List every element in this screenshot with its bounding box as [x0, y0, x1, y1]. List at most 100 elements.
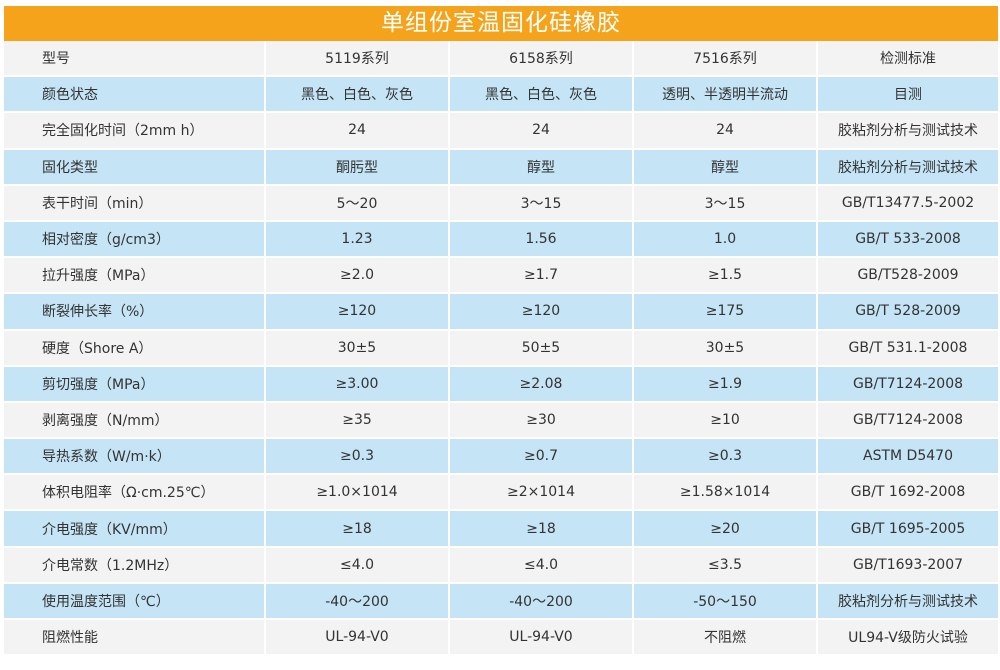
row-label: 阻燃性能 [4, 620, 266, 657]
cell-7516: ≥1.9 [634, 366, 818, 403]
row-label: 体积电阻率（Ω·cm.25℃） [4, 475, 266, 512]
cell-7516: 1.0 [634, 221, 818, 259]
cell-6158: 50±5 [450, 330, 634, 367]
table-row: 表干时间（min） 5～20 3～15 3～15 GB/T13477.5-2002 [4, 185, 998, 222]
cell-6158: 1.56 [450, 221, 634, 259]
cell-standard: GB/T528-2009 [818, 258, 998, 295]
cell-6158: 醇型 [450, 149, 634, 186]
cell-7516: 不阻燃 [634, 620, 818, 657]
table-row: 断裂伸长率（%） ≥120 ≥120 ≥175 GB/T 528-2009 [4, 294, 998, 331]
spec-sheet: 单组份室温固化硅橡胶 型号 5119系列 6158系列 7516系列 检测标准 … [4, 6, 998, 657]
table-row: 固化类型 酮肟型 醇型 醇型 胶粘剂分析与测试技术 [4, 149, 998, 186]
cell-6158: -40～200 [450, 583, 634, 620]
cell-6158: 24 [450, 113, 634, 150]
cell-standard: GB/T13477.5-2002 [818, 185, 998, 222]
header-cell-standard: 检测标准 [818, 41, 998, 78]
header-cell-7516: 7516系列 [634, 41, 818, 78]
row-label: 使用温度范围（℃） [4, 583, 266, 620]
cell-7516: ≥1.58×1014 [634, 475, 818, 512]
cell-5119: ≥18 [266, 511, 450, 548]
cell-7516: 3～15 [634, 185, 818, 222]
row-label: 硬度（Shore A） [4, 330, 266, 367]
header-cell-property: 型号 [4, 41, 266, 78]
cell-5119: UL-94-V0 [266, 620, 450, 657]
cell-standard: GB/T 533-2008 [818, 221, 998, 259]
cell-standard: 胶粘剂分析与测试技术 [818, 149, 998, 186]
cell-6158: ≥18 [450, 511, 634, 548]
table-row: 拉升强度（MPa） ≥2.0 ≥1.7 ≥1.5 GB/T528-2009 [4, 258, 998, 295]
row-label: 固化类型 [4, 149, 266, 186]
cell-5119: 5～20 [266, 185, 450, 222]
cell-standard: 胶粘剂分析与测试技术 [818, 113, 998, 150]
row-label: 剪切强度（MPa） [4, 366, 266, 403]
cell-standard: GB/T7124-2008 [818, 366, 998, 403]
cell-5119: 24 [266, 113, 450, 150]
row-label: 断裂伸长率（%） [4, 294, 266, 331]
row-label: 剥离强度（N/mm） [4, 402, 266, 440]
row-label: 表干时间（min） [4, 185, 266, 222]
spec-table: 型号 5119系列 6158系列 7516系列 检测标准 颜色状态 黑色、白色、灰… [4, 41, 998, 657]
cell-standard: GB/T7124-2008 [818, 402, 998, 440]
table-title: 单组份室温固化硅橡胶 [4, 6, 998, 41]
cell-6158: 3～15 [450, 185, 634, 222]
cell-6158: 黑色、白色、灰色 [450, 77, 634, 114]
cell-7516: 24 [634, 113, 818, 150]
cell-5119: -40～200 [266, 583, 450, 620]
table-row: 使用温度范围（℃） -40～200 -40～200 -50～150 胶粘剂分析与测试技术 [4, 583, 998, 620]
cell-standard: 胶粘剂分析与测试技术 [818, 583, 998, 620]
table-row: 颜色状态 黑色、白色、灰色 黑色、白色、灰色 透明、半透明半流动 目测 [4, 77, 998, 114]
cell-6158: ≥30 [450, 402, 634, 440]
cell-7516: ≥175 [634, 294, 818, 331]
cell-standard: GB/T 1692-2008 [818, 475, 998, 512]
table-row: 硬度（Shore A） 30±5 50±5 30±5 GB/T 531.1-2008 [4, 330, 998, 367]
cell-6158: ≥120 [450, 294, 634, 331]
cell-5119: 黑色、白色、灰色 [266, 77, 450, 114]
cell-5119: ≥120 [266, 294, 450, 331]
cell-7516: ≥1.5 [634, 258, 818, 295]
table-row: 剥离强度（N/mm） ≥35 ≥30 ≥10 GB/T7124-2008 [4, 402, 998, 440]
cell-5119: ≥35 [266, 402, 450, 440]
row-label: 导热系数（W/m·k） [4, 439, 266, 476]
row-label: 完全固化时间（2mm h） [4, 113, 266, 150]
cell-7516: ≥10 [634, 402, 818, 440]
cell-standard: 目测 [818, 77, 998, 114]
cell-7516: 透明、半透明半流动 [634, 77, 818, 114]
table-row: 介电常数（1.2MHz） ≤4.0 ≤4.0 ≤3.5 GB/T1693-2007 [4, 547, 998, 584]
cell-6158: UL-94-V0 [450, 620, 634, 657]
cell-standard: GB/T 528-2009 [818, 294, 998, 331]
cell-7516: ≤3.5 [634, 547, 818, 584]
cell-standard: ASTM D5470 [818, 439, 998, 476]
cell-5119: 30±5 [266, 330, 450, 367]
cell-7516: ≥20 [634, 511, 818, 548]
table-row: 完全固化时间（2mm h） 24 24 24 胶粘剂分析与测试技术 [4, 113, 998, 150]
row-label: 拉升强度（MPa） [4, 258, 266, 295]
row-label: 介电强度（KV/mm） [4, 511, 266, 548]
cell-6158: ≤4.0 [450, 547, 634, 584]
row-label: 相对密度（g/cm3） [4, 221, 266, 259]
row-label: 介电常数（1.2MHz） [4, 547, 266, 584]
cell-standard: GB/T1693-2007 [818, 547, 998, 584]
table-row: 介电强度（KV/mm） ≥18 ≥18 ≥20 GB/T 1695-2005 [4, 511, 998, 548]
table-row: 体积电阻率（Ω·cm.25℃） ≥1.0×1014 ≥2×1014 ≥1.58×101… [4, 475, 998, 512]
cell-6158: ≥1.7 [450, 258, 634, 295]
table-row: 阻燃性能 UL-94-V0 UL-94-V0 不阻燃 UL94-V级防火试验 [4, 620, 998, 657]
cell-standard: UL94-V级防火试验 [818, 620, 998, 657]
header-cell-6158: 6158系列 [450, 41, 634, 78]
cell-7516: -50～150 [634, 583, 818, 620]
cell-standard: GB/T 1695-2005 [818, 511, 998, 548]
cell-6158: ≥2.08 [450, 366, 634, 403]
header-cell-5119: 5119系列 [266, 41, 450, 78]
cell-5119: ≤4.0 [266, 547, 450, 584]
cell-standard: GB/T 531.1-2008 [818, 330, 998, 367]
cell-6158: ≥0.7 [450, 439, 634, 476]
cell-6158: ≥2×1014 [450, 475, 634, 512]
header-row: 型号 5119系列 6158系列 7516系列 检测标准 [4, 41, 998, 78]
cell-5119: ≥3.00 [266, 366, 450, 403]
cell-5119: 1.23 [266, 221, 450, 259]
cell-5119: ≥1.0×1014 [266, 475, 450, 512]
cell-7516: 30±5 [634, 330, 818, 367]
table-row: 导热系数（W/m·k） ≥0.3 ≥0.7 ≥0.3 ASTM D5470 [4, 439, 998, 476]
table-row: 剪切强度（MPa） ≥3.00 ≥2.08 ≥1.9 GB/T7124-2008 [4, 366, 998, 403]
table-row: 相对密度（g/cm3） 1.23 1.56 1.0 GB/T 533-2008 [4, 221, 998, 259]
cell-7516: 醇型 [634, 149, 818, 186]
